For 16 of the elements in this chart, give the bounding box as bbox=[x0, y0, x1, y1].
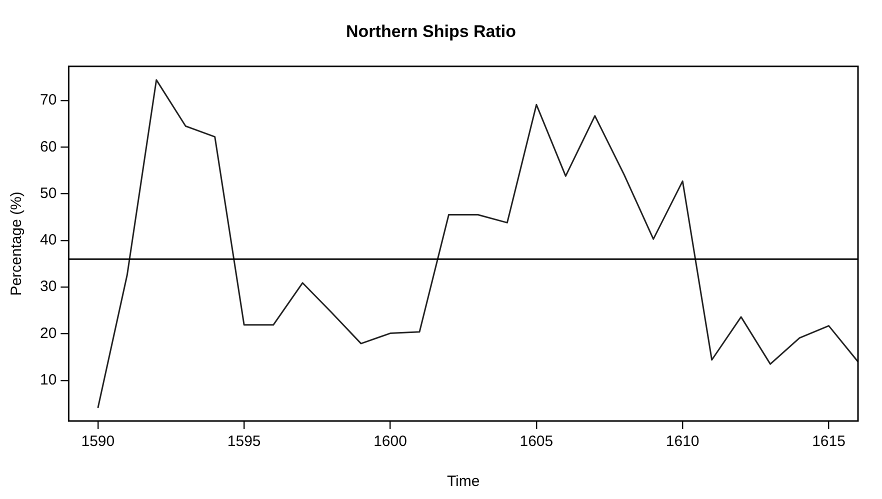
y-tick-label: 50 bbox=[40, 184, 57, 202]
x-tick-label: 1600 bbox=[374, 433, 407, 450]
y-axis-title: Percentage (%) bbox=[8, 192, 26, 296]
y-tick-label: 70 bbox=[40, 92, 57, 109]
x-tick-label: 1590 bbox=[81, 433, 115, 450]
x-tick-label: 1615 bbox=[812, 433, 846, 450]
y-tick-label: 40 bbox=[40, 232, 57, 249]
y-tick-label: 20 bbox=[40, 324, 57, 342]
y-tick-label: 10 bbox=[40, 372, 57, 389]
chart-title: Northern Ships Ratio bbox=[346, 22, 516, 41]
x-tick-label: 1610 bbox=[666, 433, 700, 450]
x-axis-title: Time bbox=[446, 473, 480, 490]
x-tick-label: 1595 bbox=[227, 433, 261, 450]
x-tick-label: 1605 bbox=[520, 433, 554, 450]
y-tick-label: 60 bbox=[40, 138, 57, 156]
y-tick-label: 30 bbox=[40, 278, 57, 296]
